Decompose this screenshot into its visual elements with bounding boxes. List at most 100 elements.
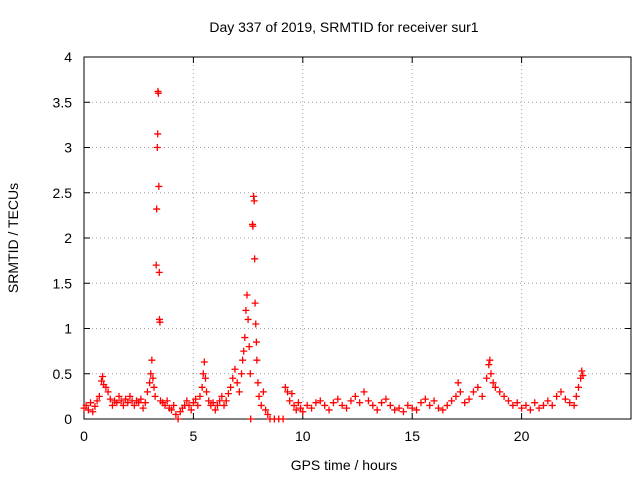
data-point [255, 392, 263, 400]
y-tick-label: 2.5 [53, 185, 73, 201]
data-point [135, 399, 143, 407]
data-point [152, 261, 160, 269]
data-point [126, 392, 134, 400]
data-point [196, 392, 204, 400]
data-point [448, 397, 456, 405]
data-point [172, 410, 180, 418]
data-point [201, 374, 209, 382]
data-point [153, 205, 161, 213]
data-point [474, 383, 482, 391]
y-tick-label: 1 [64, 321, 72, 337]
data-point [154, 89, 162, 97]
data-point [198, 383, 206, 391]
data-point [220, 401, 228, 409]
data-point [308, 404, 316, 412]
data-point [360, 388, 368, 396]
data-point [238, 370, 246, 378]
data-point [461, 399, 469, 407]
data-point [578, 367, 586, 375]
data-point [500, 392, 508, 400]
y-tick-label: 3 [64, 140, 72, 156]
data-point [240, 347, 248, 355]
data-point [216, 397, 224, 405]
data-point [386, 401, 394, 409]
data-point [572, 392, 580, 400]
data-point [297, 404, 305, 412]
data-point [183, 397, 191, 405]
data-point [241, 334, 249, 342]
data-point [93, 397, 101, 405]
data-point [161, 401, 169, 409]
data-point [251, 299, 259, 307]
data-point [281, 383, 289, 391]
data-point [262, 406, 270, 414]
data-point [153, 144, 161, 151]
data-point [148, 356, 156, 364]
data-point [496, 388, 504, 396]
data-point [465, 395, 473, 403]
data-point [91, 402, 99, 410]
data-points [80, 87, 587, 423]
data-point [250, 192, 258, 200]
data-point [122, 395, 130, 403]
data-point [203, 388, 211, 396]
data-point [518, 404, 526, 412]
data-point [205, 397, 213, 405]
data-point [149, 374, 157, 382]
data-point [154, 130, 162, 138]
data-point [239, 356, 247, 364]
data-point [421, 395, 429, 403]
data-point [117, 397, 125, 405]
data-point [489, 379, 497, 387]
data-point [147, 370, 155, 378]
data-point [151, 392, 159, 400]
data-point [218, 392, 226, 400]
data-point [513, 399, 521, 407]
data-point [199, 370, 207, 378]
x-tick-label: 0 [80, 428, 88, 444]
data-point [288, 390, 296, 398]
data-point [539, 401, 547, 409]
data-point [200, 358, 208, 366]
data-point [456, 388, 464, 396]
data-point [579, 372, 587, 380]
data-point [89, 408, 97, 416]
data-point [443, 401, 451, 409]
data-point [229, 374, 237, 382]
data-point [504, 397, 512, 405]
data-point [561, 395, 569, 403]
y-tick-label: 3.5 [53, 94, 73, 110]
data-point [233, 379, 241, 387]
data-point [189, 399, 197, 407]
data-point [469, 388, 477, 396]
data-point [252, 320, 260, 328]
x-tick-label: 20 [514, 428, 530, 444]
data-point [316, 397, 324, 405]
data-point [279, 415, 287, 423]
data-point [338, 401, 346, 409]
data-point [485, 361, 493, 369]
data-point [124, 399, 132, 407]
data-point [99, 372, 107, 380]
data-point [222, 397, 230, 405]
data-point [356, 399, 364, 407]
data-point [224, 390, 232, 398]
y-axis-label: SRMTID / TECUs [5, 183, 21, 293]
data-point [509, 401, 517, 409]
data-point [155, 182, 163, 190]
data-point [290, 401, 298, 409]
data-point [243, 291, 251, 299]
data-point [211, 406, 219, 414]
data-point [404, 401, 412, 409]
data-point [257, 401, 265, 409]
data-point [566, 399, 574, 407]
data-point [553, 392, 561, 400]
data-point [245, 343, 253, 351]
data-point [373, 406, 381, 414]
data-point [244, 315, 252, 323]
data-point [399, 408, 407, 416]
y-tick-label: 0 [64, 411, 72, 427]
data-point [254, 379, 262, 387]
data-point [294, 399, 302, 407]
